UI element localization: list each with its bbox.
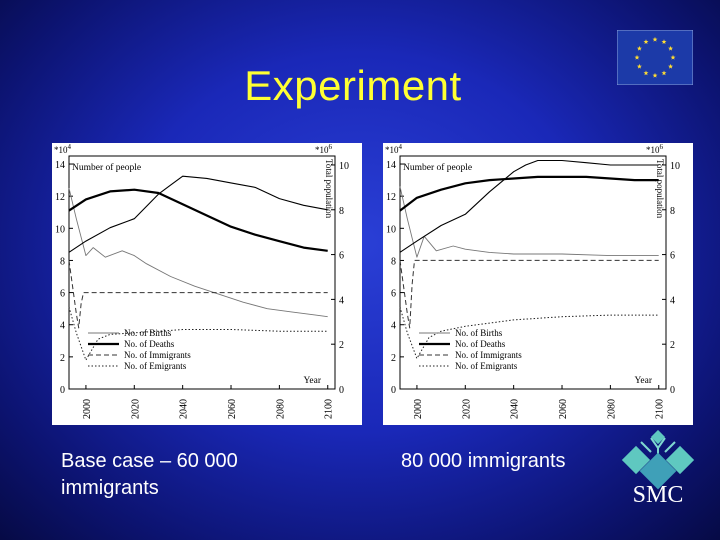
legend-label: No. of Immigrants: [124, 350, 191, 360]
eu-star-icon: [652, 36, 658, 42]
x-tick-label: 2020: [461, 399, 472, 419]
y-right-tick-label: 10: [339, 161, 349, 172]
y-left-tick-label: 4: [60, 321, 65, 332]
y-left-tick-label: 0: [60, 385, 65, 396]
y-right-tick-label: 2: [339, 340, 344, 351]
eu-star-icon: [636, 63, 642, 69]
x-tick-label: 2100: [324, 399, 335, 419]
y-left-scale-label: *104: [385, 143, 403, 155]
x-tick-label: 2000: [82, 399, 93, 419]
y-right-axis-label: Total population: [324, 159, 334, 219]
y-right-tick-label: 8: [670, 206, 675, 217]
x-tick-label: 2020: [130, 399, 141, 419]
series-line-no-of-births: [68, 187, 328, 318]
y-right-tick-label: 8: [339, 206, 344, 217]
series-line-no-of-deaths: [399, 175, 659, 212]
plot-frame: [399, 155, 667, 390]
y-left-scale-label: *104: [54, 143, 72, 155]
y-left-tick-label: 10: [55, 224, 65, 235]
eu-star-icon: [643, 39, 649, 45]
x-tick-label: 2060: [227, 399, 238, 419]
y-left-tick-label: 0: [391, 385, 396, 396]
series-line-no-of-emigrants: [68, 306, 328, 361]
x-axis-label: Year: [634, 376, 652, 386]
y-right-scale-label: *106: [315, 143, 333, 155]
x-axis-label: Year: [303, 376, 321, 386]
chart-80000-immigrants: 0 2 4 6 8 10 12 14 0 2 4 6 8 10 2000 2020 2040 2060 2080 21…: [383, 143, 693, 425]
y-left-tick-label: 8: [60, 256, 65, 267]
y-left-tick-label: 14: [55, 160, 65, 171]
x-tick-label: 2080: [606, 399, 617, 419]
chart-base-case-svg: 0 2 4 6 8 10 12 14 0 2 4 6 8 10 2000 2020 2040 2060 2080 21…: [54, 143, 349, 419]
series-line-total-population: [68, 175, 328, 253]
y-left-tick-label: 8: [391, 256, 396, 267]
x-tick-label: 2000: [413, 399, 424, 419]
eu-star-icon: [643, 70, 649, 76]
caption-base-case: Base case – 60 000 immigrants: [61, 450, 238, 499]
eu-flag-icon: [617, 30, 693, 85]
series-line-no-of-deaths: [68, 188, 328, 252]
y-right-axis-label: Total population: [655, 159, 665, 219]
eu-star-icon: [652, 72, 658, 78]
y-right-tick-label: 6: [670, 251, 675, 262]
eu-star-icon: [670, 54, 676, 60]
y-right-tick-label: 0: [670, 385, 675, 396]
x-tick-label: 2100: [655, 399, 666, 419]
y-right-tick-label: 4: [339, 295, 344, 306]
y-left-tick-label: 10: [386, 224, 396, 235]
legend-label: No. of Emigrants: [455, 361, 518, 371]
y-right-tick-label: 0: [339, 385, 344, 396]
plot-frame: [68, 155, 336, 390]
smc-logo: SMC: [621, 430, 695, 508]
chart-80000-immigrants-svg: 0 2 4 6 8 10 12 14 0 2 4 6 8 10 2000 2020 2040 2060 2080 21…: [385, 143, 680, 419]
chart-base-case: 0 2 4 6 8 10 12 14 0 2 4 6 8 10 2000 2020 2040 2060 2080 21…: [52, 143, 362, 425]
series-line-no-of-births: [399, 186, 659, 258]
y-right-tick-label: 2: [670, 340, 675, 351]
slide-title: Experiment: [244, 62, 462, 109]
series-line-no-of-emigrants: [399, 306, 659, 359]
y-left-tick-label: 6: [391, 289, 396, 300]
legend-label: No. of Births: [455, 328, 503, 338]
x-tick-label: 2060: [558, 399, 569, 419]
y-left-tick-label: 2: [391, 353, 396, 364]
y-left-tick-label: 14: [386, 160, 396, 171]
eu-star-icon: [668, 45, 674, 51]
x-tick-label: 2080: [275, 399, 286, 419]
eu-star-icon: [661, 70, 667, 76]
eu-star-icon: [634, 54, 640, 60]
y-right-tick-label: 6: [339, 251, 344, 262]
y-right-tick-label: 4: [670, 295, 675, 306]
y-right-tick-label: 10: [670, 161, 680, 172]
y-left-tick-label: 2: [60, 353, 65, 364]
legend-label: No. of Emigrants: [124, 361, 187, 371]
legend-label: No. of Immigrants: [455, 350, 522, 360]
y-right-scale-label: *106: [646, 143, 664, 155]
legend-label: No. of Deaths: [124, 339, 175, 349]
y-left-tick-label: 12: [386, 192, 396, 203]
x-tick-label: 2040: [510, 399, 521, 419]
y-left-axis-label: Number of people: [72, 162, 141, 173]
x-tick-label: 2040: [179, 399, 190, 419]
series-line-no-of-immigrants: [399, 259, 659, 329]
smc-logo-text: SMC: [633, 482, 684, 508]
legend-label: No. of Births: [124, 328, 172, 338]
legend-label: No. of Deaths: [455, 339, 506, 349]
y-left-axis-label: Number of people: [403, 162, 472, 173]
y-left-tick-label: 12: [55, 192, 65, 203]
y-left-tick-label: 6: [60, 289, 65, 300]
eu-star-icon: [661, 39, 667, 45]
eu-star-icon: [636, 45, 642, 51]
caption-80000-immigrants: 80 000 immigrants: [401, 450, 566, 472]
eu-star-icon: [668, 63, 674, 69]
y-left-tick-label: 4: [391, 321, 396, 332]
series-line-total-population: [399, 159, 659, 253]
series-line-no-of-immigrants: [68, 260, 328, 329]
